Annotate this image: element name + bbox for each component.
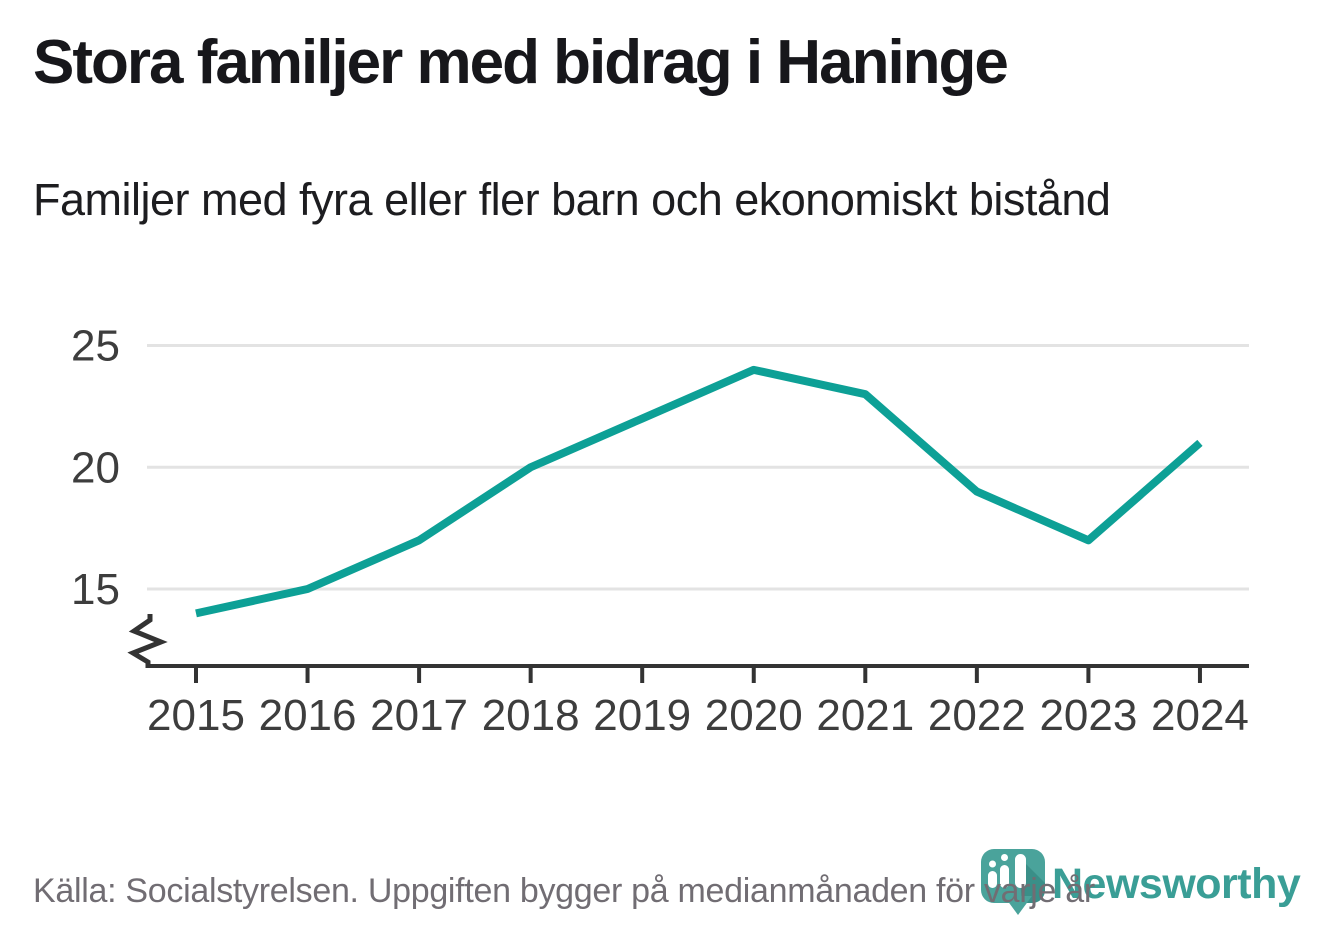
gridlines bbox=[147, 344, 1249, 591]
logo-bar-tall bbox=[1015, 854, 1026, 888]
y-axis-label: 20 bbox=[71, 443, 120, 492]
axis-break-icon bbox=[127, 614, 168, 668]
page-subtitle: Familjer med fyra eller fler barn och ek… bbox=[33, 174, 1111, 225]
logo-bar-medium bbox=[1000, 865, 1009, 888]
logo-dot-left bbox=[989, 860, 996, 868]
logo-pin-tail bbox=[1004, 896, 1032, 915]
newsworthy-logo-icon bbox=[981, 849, 1045, 915]
x-axis-label: 2023 bbox=[1039, 691, 1137, 740]
page-title: Stora familjer med bidrag i Haninge bbox=[33, 28, 1009, 97]
x-axis-label: 2017 bbox=[370, 691, 468, 740]
y-axis-label: 25 bbox=[71, 322, 120, 371]
logo-bar-small bbox=[988, 871, 997, 888]
x-axis-label: 2015 bbox=[147, 691, 245, 740]
x-axis-label: 2020 bbox=[705, 691, 803, 740]
data-series bbox=[195, 365, 1203, 618]
newsworthy-logo: Newsworthy bbox=[978, 844, 1318, 924]
y-axis-labels: 15 20 25 bbox=[71, 322, 120, 615]
x-axis: 2015 2016 2017 2018 2019 2020 2021 2022 2023 2024 bbox=[147, 664, 1249, 740]
x-axis-label: 2024 bbox=[1151, 691, 1249, 740]
x-axis-label: 2018 bbox=[482, 691, 580, 740]
source-text: Källa: Socialstyrelsen. Uppgiften bygger… bbox=[33, 872, 1095, 910]
y-axis-label: 15 bbox=[71, 565, 120, 614]
logo-dot-middle bbox=[1001, 854, 1008, 861]
x-axis-label: 2019 bbox=[593, 691, 691, 740]
x-axis-label: 2016 bbox=[259, 691, 357, 740]
data-line bbox=[195, 365, 1203, 618]
x-axis-label: 2022 bbox=[928, 691, 1026, 740]
newsworthy-wordmark: Newsworthy bbox=[1052, 860, 1301, 908]
x-axis-label: 2021 bbox=[816, 691, 914, 740]
